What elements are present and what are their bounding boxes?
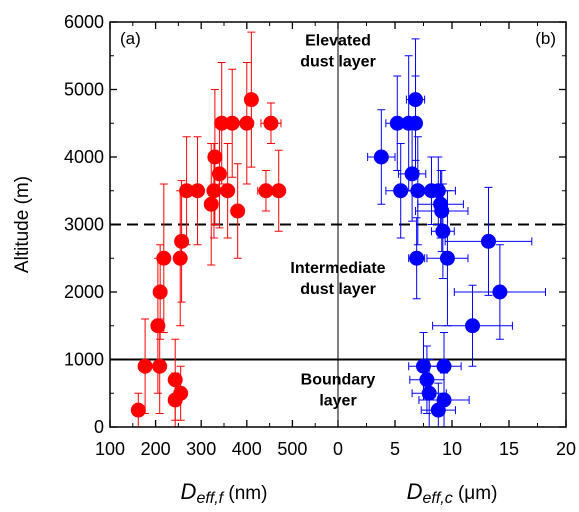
right-x-axis-title-main: D bbox=[407, 479, 423, 504]
right-data-point bbox=[480, 233, 496, 249]
y-tick-label: 6000 bbox=[64, 12, 104, 32]
right-data-point bbox=[436, 392, 452, 408]
right-data-point bbox=[408, 115, 424, 131]
left-x-tick-label: 100 bbox=[95, 439, 125, 459]
left-data-point bbox=[220, 183, 236, 199]
left-panel-label: (a) bbox=[120, 29, 141, 48]
left-data-point bbox=[179, 183, 195, 199]
right-x-tick-label: 15 bbox=[499, 439, 519, 459]
left-x-axis-title-sub: eff,f bbox=[196, 490, 224, 507]
plot-frame bbox=[109, 21, 567, 428]
right-data-point bbox=[430, 183, 446, 199]
y-tick-label: 0 bbox=[94, 417, 104, 437]
left-data-point bbox=[243, 92, 259, 108]
left-data-point bbox=[230, 203, 246, 219]
left-data-point bbox=[190, 183, 206, 199]
right-data-point bbox=[408, 92, 424, 108]
left-data-point bbox=[206, 183, 222, 199]
left-data-point bbox=[271, 183, 287, 199]
left-data-point bbox=[263, 115, 279, 131]
right-data-point bbox=[419, 372, 435, 388]
left-data-point bbox=[150, 318, 166, 334]
y-axis-title: Altitude (m) bbox=[12, 176, 33, 273]
right-data-point bbox=[410, 183, 426, 199]
right-data-point bbox=[435, 223, 451, 239]
right-data-point bbox=[465, 318, 481, 334]
left-x-axis-title: Deff,f (nm) bbox=[181, 479, 268, 507]
right-data-point bbox=[409, 250, 425, 266]
left-x-axis-title-main: D bbox=[181, 479, 197, 504]
left-data-point bbox=[239, 115, 255, 131]
right-data-point bbox=[389, 115, 405, 131]
right-x-axis-title: Deff,c (μm) bbox=[407, 479, 498, 507]
left-x-axis-title-unit: (nm) bbox=[223, 483, 267, 504]
left-data-point bbox=[203, 196, 219, 212]
left-data-point bbox=[258, 183, 274, 199]
right-data-point bbox=[434, 203, 450, 219]
left-data-point bbox=[152, 358, 168, 374]
left-data-point bbox=[152, 284, 168, 300]
right-x-tick-label: 0 bbox=[333, 439, 343, 459]
left-x-tick-label: 200 bbox=[141, 439, 171, 459]
right-data-point bbox=[421, 385, 437, 401]
right-x-tick-label: 5 bbox=[390, 439, 400, 459]
y-tick-label: 1000 bbox=[64, 350, 104, 370]
left-data-point bbox=[172, 250, 188, 266]
y-tick-label: 5000 bbox=[64, 80, 104, 100]
right-x-tick-label: 20 bbox=[556, 439, 576, 459]
right-data-point bbox=[393, 183, 409, 199]
left-data-point bbox=[130, 402, 146, 418]
left-x-tick-label: 500 bbox=[277, 439, 307, 459]
right-x-axis-title-sub: eff,c bbox=[422, 490, 452, 507]
right-x-tick-label: 10 bbox=[442, 439, 462, 459]
y-tick-label: 3000 bbox=[64, 215, 104, 235]
left-data-point bbox=[137, 358, 153, 374]
left-data-point bbox=[174, 233, 190, 249]
y-tick-label: 4000 bbox=[64, 147, 104, 167]
right-data-point bbox=[436, 358, 452, 374]
left-data-point bbox=[167, 372, 183, 388]
right-data-point bbox=[492, 284, 508, 300]
right-panel-label: (b) bbox=[535, 29, 556, 48]
left-data-point bbox=[214, 115, 230, 131]
right-x-axis-title-unit: (μm) bbox=[453, 483, 498, 504]
left-data-point bbox=[207, 149, 223, 165]
right-data-point bbox=[404, 166, 420, 182]
left-x-tick-label: 400 bbox=[232, 439, 262, 459]
left-x-tick-label: 300 bbox=[186, 439, 216, 459]
right-data-point bbox=[439, 250, 455, 266]
left-data-point bbox=[156, 250, 172, 266]
left-data-point bbox=[173, 385, 189, 401]
y-tick-label: 2000 bbox=[64, 282, 104, 302]
left-data-point bbox=[224, 115, 240, 131]
left-data-point bbox=[211, 166, 227, 182]
right-data-point bbox=[416, 358, 431, 374]
right-data-point bbox=[373, 149, 389, 165]
